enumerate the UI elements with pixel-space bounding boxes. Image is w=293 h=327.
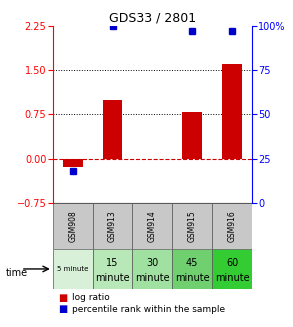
Bar bbox=[182, 112, 202, 159]
Text: log ratio: log ratio bbox=[72, 293, 110, 302]
Text: 30: 30 bbox=[146, 258, 159, 268]
Text: minute: minute bbox=[175, 273, 209, 283]
Text: ■: ■ bbox=[59, 293, 68, 302]
Bar bbox=[103, 100, 122, 159]
Text: percentile rank within the sample: percentile rank within the sample bbox=[72, 304, 225, 314]
Bar bbox=[53, 203, 93, 249]
Bar bbox=[222, 64, 242, 159]
Bar bbox=[63, 159, 83, 167]
Text: minute: minute bbox=[95, 273, 130, 283]
Text: 45: 45 bbox=[186, 258, 198, 268]
Text: GSM915: GSM915 bbox=[188, 210, 197, 242]
Text: GSM913: GSM913 bbox=[108, 210, 117, 242]
Bar bbox=[53, 249, 93, 289]
Title: GDS33 / 2801: GDS33 / 2801 bbox=[109, 12, 196, 25]
Bar bbox=[132, 203, 172, 249]
Bar bbox=[172, 249, 212, 289]
Bar bbox=[93, 249, 132, 289]
Text: minute: minute bbox=[135, 273, 170, 283]
Text: GSM914: GSM914 bbox=[148, 210, 157, 242]
Text: ■: ■ bbox=[59, 304, 68, 314]
Bar bbox=[212, 249, 252, 289]
Text: minute: minute bbox=[215, 273, 249, 283]
Text: time: time bbox=[6, 268, 28, 278]
Text: 15: 15 bbox=[106, 258, 119, 268]
Text: 60: 60 bbox=[226, 258, 238, 268]
Text: GSM908: GSM908 bbox=[68, 210, 77, 242]
Bar bbox=[93, 203, 132, 249]
Text: GSM916: GSM916 bbox=[228, 210, 236, 242]
Text: 5 minute: 5 minute bbox=[57, 266, 88, 272]
Bar bbox=[172, 203, 212, 249]
Bar bbox=[132, 249, 172, 289]
Bar bbox=[212, 203, 252, 249]
